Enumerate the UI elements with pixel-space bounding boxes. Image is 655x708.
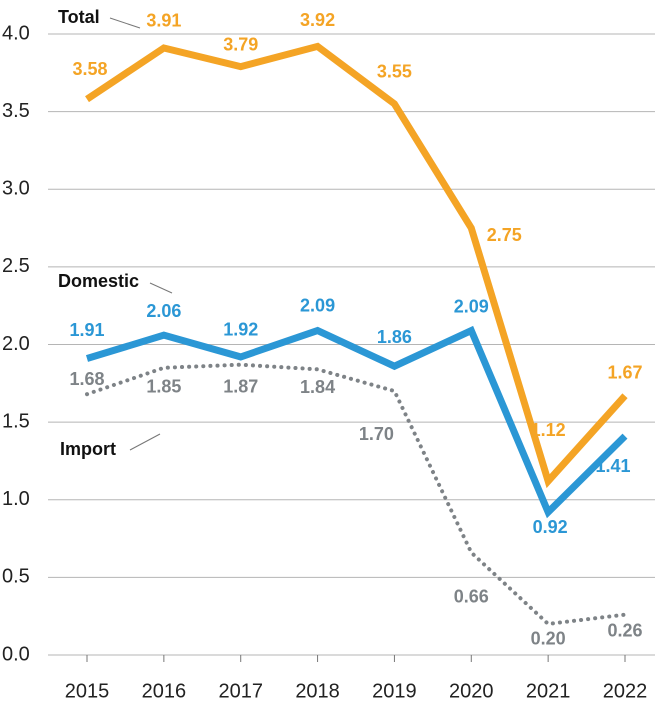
data-label: 0.26 [607, 620, 642, 640]
data-label: 1.84 [300, 377, 335, 397]
data-label: 0.20 [531, 629, 566, 649]
series-line [85, 362, 627, 627]
data-label: 0.66 [454, 586, 489, 606]
data-label: 1.12 [531, 420, 566, 440]
data-label: 1.68 [69, 369, 104, 389]
x-tick-label: 2018 [295, 680, 340, 702]
y-tick-label: 4.0 [2, 22, 30, 44]
data-label: 2.09 [300, 295, 335, 315]
data-label: 1.87 [223, 376, 258, 396]
data-label: 2.06 [146, 301, 181, 321]
y-tick-label: 1.0 [2, 488, 30, 510]
data-label: 0.92 [533, 517, 568, 537]
x-tick-label: 2017 [218, 680, 263, 702]
y-tick-label: 0.5 [2, 566, 30, 588]
data-label: 1.41 [595, 456, 630, 476]
x-tick-label: 2021 [526, 680, 571, 702]
x-tick-label: 2022 [603, 680, 648, 702]
data-label: 1.91 [69, 320, 104, 340]
y-tick-label: 3.0 [2, 178, 30, 200]
series-line [85, 325, 628, 519]
y-tick-label: 2.0 [2, 333, 30, 355]
data-label: 3.55 [377, 62, 412, 82]
data-label: 1.85 [146, 377, 181, 397]
data-label: 2.75 [487, 225, 522, 245]
leader-line [129, 433, 161, 451]
y-tick-label: 2.5 [2, 255, 30, 277]
x-tick-label: 2016 [142, 680, 187, 702]
series-annotation: Total [58, 7, 100, 27]
data-label: 3.92 [300, 10, 335, 30]
x-tick-label: 2015 [65, 680, 110, 702]
data-label: 3.58 [72, 59, 107, 79]
series-line [85, 42, 628, 489]
data-label: 1.67 [607, 362, 642, 382]
data-label: 3.91 [146, 11, 181, 31]
data-label: 1.86 [377, 327, 412, 347]
series-annotation: Import [60, 439, 116, 459]
data-label: 3.79 [223, 34, 258, 54]
y-tick-label: 1.5 [2, 410, 30, 432]
data-label: 1.92 [223, 320, 258, 340]
y-tick-label: 3.5 [2, 100, 30, 122]
series-annotation: Domestic [58, 271, 139, 291]
leader-line [109, 17, 141, 29]
data-label: 1.70 [359, 424, 394, 444]
data-label: 2.09 [454, 296, 489, 316]
y-tick-label: 0.0 [2, 643, 30, 665]
leader-line [149, 282, 173, 294]
x-tick-label: 2019 [372, 680, 417, 702]
x-tick-label: 2020 [449, 680, 494, 702]
